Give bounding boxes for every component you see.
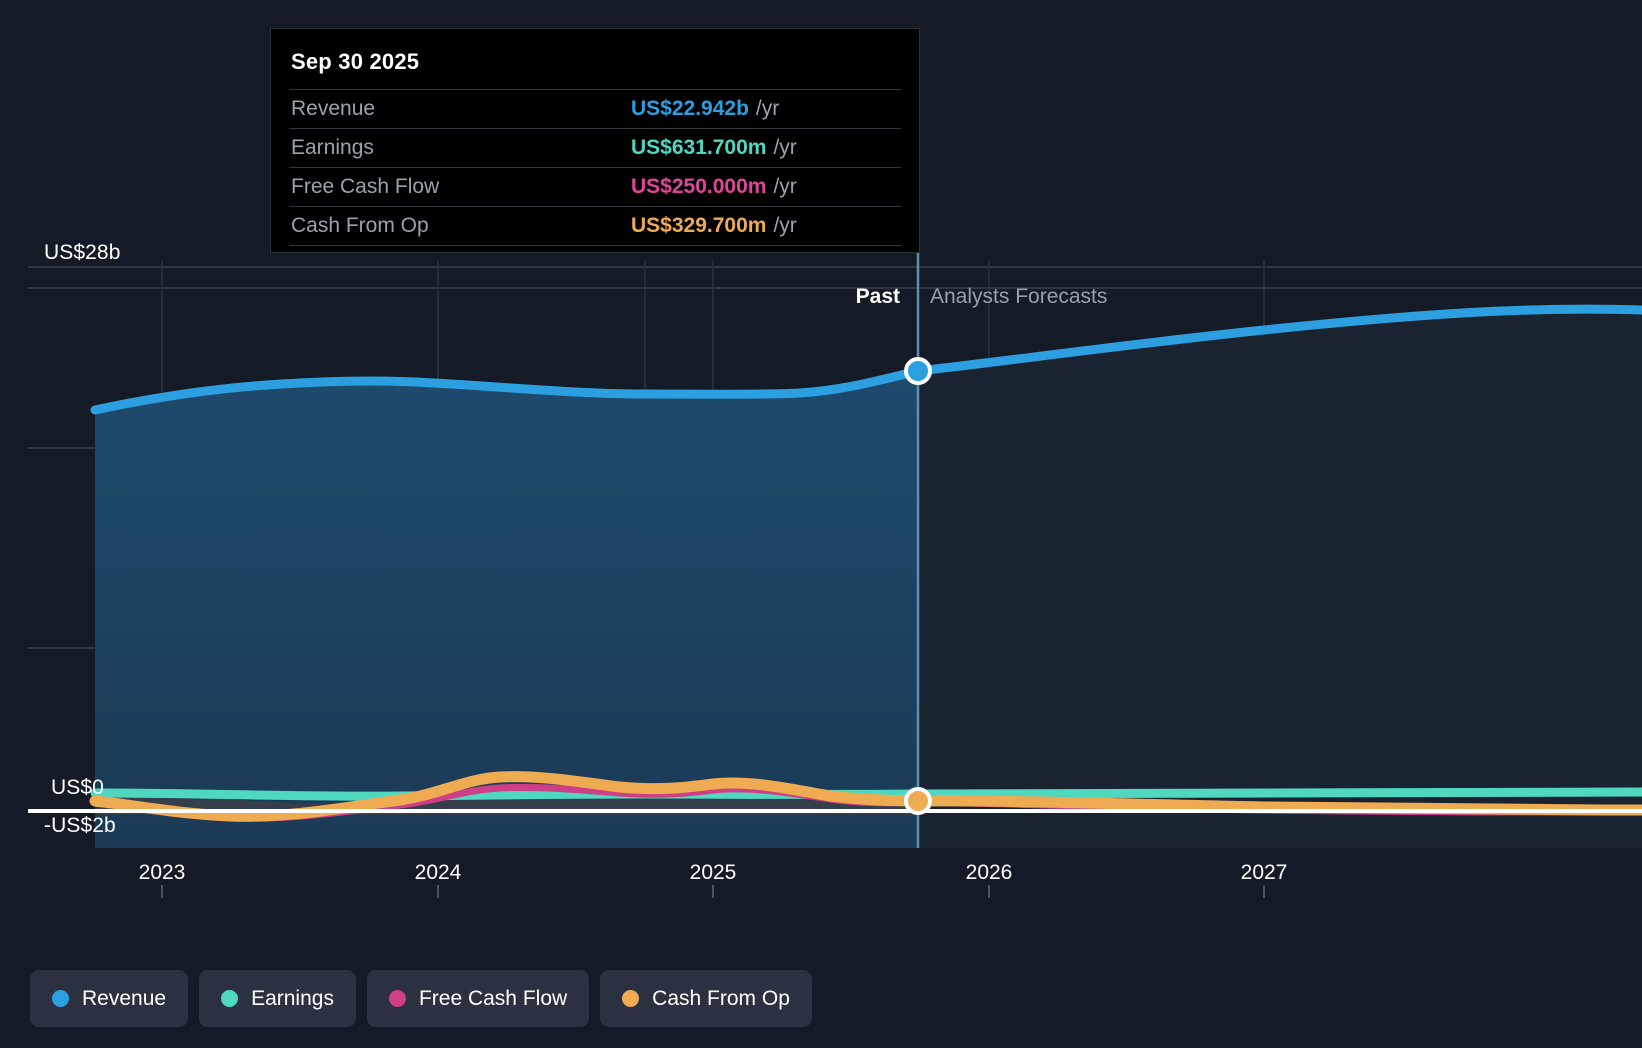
tooltip-key-earnings: Earnings: [291, 136, 374, 159]
x-axis-ticks: [161, 885, 1265, 898]
series-revenue: [90, 304, 1642, 415]
tooltip-row-free-cash-flow: Free Cash Flow US$250.000m /yr: [289, 167, 901, 206]
legend-label-earnings: Earnings: [251, 986, 334, 1010]
analysts-forecasts-label: Analysts Forecasts: [930, 285, 1108, 308]
legend-dot-free-cash-flow-icon: [388, 990, 406, 1007]
chart-legend: Revenue Earnings Free Cash Flow Cash Fro…: [30, 970, 812, 1027]
tooltip-date: Sep 30 2025: [291, 49, 420, 74]
tooltip-key-free-cash-flow: Free Cash Flow: [291, 175, 440, 198]
tooltip-unit-cash-from-op: /yr: [773, 214, 797, 237]
legend-dot-cash-from-op-icon: [622, 990, 640, 1007]
y-axis-label-top: US$28b: [44, 241, 121, 264]
tooltip-unit-revenue: /yr: [755, 97, 780, 120]
legend-item-cash-from-op[interactable]: Cash From Op: [600, 970, 812, 1027]
legend-item-revenue[interactable]: Revenue: [30, 970, 189, 1027]
tooltip-row-earnings: Earnings US$631.700m /yr: [289, 128, 901, 167]
tooltip-row-revenue: Revenue US$22.942b /yr: [289, 89, 901, 128]
legend-item-free-cash-flow[interactable]: Free Cash Flow: [366, 970, 590, 1027]
y-axis-label-negative: -US$2b: [44, 814, 116, 837]
tooltip-value-earnings: US$631.700m: [631, 136, 767, 159]
cash-from-op-highlight-marker[interactable]: [904, 787, 932, 815]
x-axis-label-2027: 2027: [1240, 861, 1288, 884]
legend-item-earnings[interactable]: Earnings: [199, 970, 356, 1027]
forecast-region-fill: [918, 309, 1642, 848]
legend-label-cash-from-op: Cash From Op: [652, 986, 790, 1010]
legend-dot-revenue-icon: [52, 990, 69, 1007]
revenue-highlight-marker[interactable]: [904, 357, 932, 385]
legend-label-free-cash-flow: Free Cash Flow: [418, 986, 568, 1010]
x-axis-label-2025: 2025: [689, 861, 737, 884]
legend-label-revenue: Revenue: [82, 986, 167, 1010]
tooltip-key-cash-from-op: Cash From Op: [291, 214, 429, 237]
tooltip-value-free-cash-flow: US$250.000m: [631, 175, 767, 198]
data-point-tooltip: Sep 30 2025 Revenue US$22.942b /yr Earni…: [270, 28, 920, 253]
tooltip-unit-free-cash-flow: /yr: [773, 175, 797, 198]
x-axis-label-2026: 2026: [965, 861, 1013, 884]
x-axis-label-2024: 2024: [414, 861, 462, 884]
tooltip-value-cash-from-op: US$329.700m: [631, 214, 767, 237]
legend-dot-earnings-icon: [221, 990, 239, 1007]
tooltip-key-revenue: Revenue: [291, 97, 376, 120]
y-axis-label-zero: US$0: [51, 776, 104, 799]
past-region-fill: [95, 371, 918, 848]
tooltip-unit-earnings: /yr: [773, 136, 797, 159]
x-axis-label-2023: 2023: [138, 861, 186, 884]
tooltip-value-revenue: US$22.942b: [631, 97, 749, 120]
tooltip-row-cash-from-op: Cash From Op US$329.700m /yr: [289, 206, 901, 246]
past-label: Past: [855, 285, 900, 308]
